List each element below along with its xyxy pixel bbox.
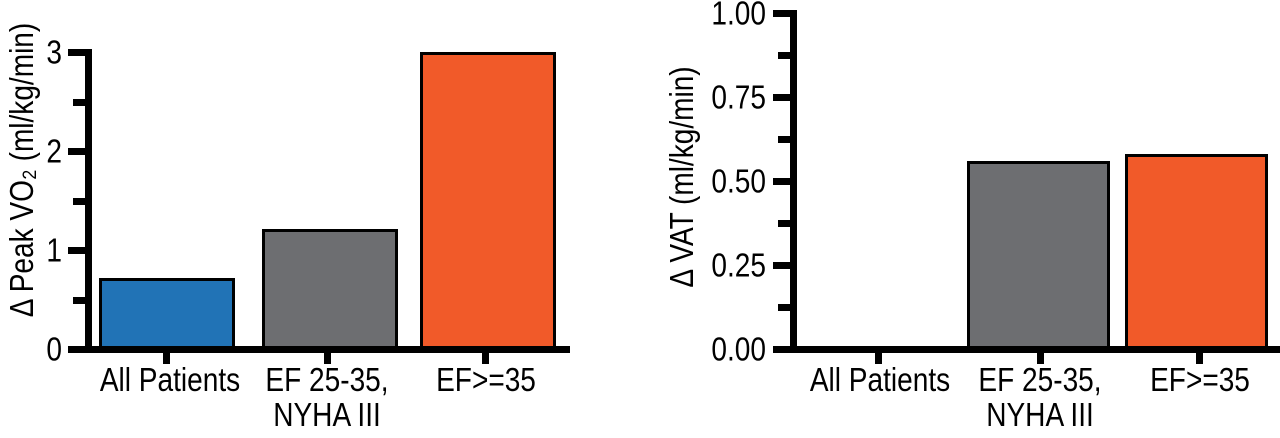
- x-tick-all-patients: [875, 352, 882, 364]
- x-category-label-all-patients: All Patients: [810, 362, 950, 397]
- x-category-label-all-patients: All Patients: [100, 362, 240, 397]
- y-minor-tick: [778, 52, 792, 59]
- y-axis-label-vat: Δ VAT (ml/kg/min): [664, 66, 701, 287]
- y-major-tick: [773, 346, 792, 353]
- y-tick-label: 3: [46, 33, 62, 71]
- y-major-tick: [773, 94, 792, 101]
- x-category-label-line: EF 25-35,: [978, 361, 1102, 398]
- x-category-label-ef-35: EF>=35: [1150, 362, 1250, 397]
- y-axis-line: [790, 10, 797, 353]
- x-tick-ef-25-35-nyha-iii: [324, 352, 331, 364]
- x-axis-line: [790, 346, 1280, 353]
- y-major-tick: [68, 247, 87, 254]
- x-tick-ef-25-35-nyha-iii: [1037, 352, 1044, 364]
- y-major-tick: [773, 178, 792, 185]
- y-axis-line: [85, 49, 92, 353]
- bar-ef-35: [1124, 154, 1268, 353]
- y-minor-tick: [778, 136, 792, 143]
- y-tick-label: 0.00: [711, 330, 766, 368]
- y-major-tick: [773, 10, 792, 17]
- y-major-tick: [773, 262, 792, 269]
- y-tick-label: 2: [46, 132, 62, 170]
- y-major-tick: [68, 346, 87, 353]
- y-minor-tick: [73, 197, 87, 205]
- y-tick-label: 0.25: [711, 246, 766, 284]
- x-category-label-ef-35: EF>=35: [436, 362, 536, 397]
- x-category-label-line: EF 25-35,: [265, 361, 389, 398]
- bar-ef-35: [420, 52, 556, 353]
- x-axis-line: [85, 346, 570, 353]
- bar-ef-25-35-nyha-iii: [262, 229, 398, 353]
- y-tick-label: 1.00: [711, 0, 766, 32]
- y-tick-label: 1: [46, 231, 62, 269]
- x-category-label-line: EF>=35: [436, 361, 536, 398]
- y-tick-label: 0.50: [711, 162, 766, 200]
- x-category-label-line: NYHA III: [986, 396, 1094, 433]
- y-tick-label: 0.75: [711, 78, 766, 116]
- y-minor-tick: [73, 296, 87, 304]
- y-axis-label-peak-vo2: Δ Peak VO₂ (ml/kg/min): [4, 23, 41, 317]
- y-minor-tick: [778, 220, 792, 227]
- y-major-tick: [68, 148, 87, 155]
- bar-ef-25-35-nyha-iii: [966, 160, 1110, 353]
- x-tick-ef-35: [482, 352, 489, 364]
- y-major-tick: [68, 49, 87, 56]
- x-category-label-line: EF>=35: [1150, 361, 1250, 398]
- y-minor-tick: [778, 304, 792, 311]
- x-tick-ef-35: [1196, 352, 1203, 364]
- y-minor-tick: [73, 98, 87, 106]
- x-category-label-line: All Patients: [99, 361, 241, 398]
- x-tick-all-patients: [163, 352, 170, 364]
- y-tick-label: 0: [46, 330, 62, 368]
- x-category-label-ef-25-35-nyha-iii: EF 25-35, NYHA III: [265, 362, 388, 432]
- x-category-label-ef-25-35-nyha-iii: EF 25-35, NYHA III: [978, 362, 1101, 432]
- x-category-label-line: NYHA III: [273, 396, 381, 433]
- x-category-label-line: All Patients: [809, 361, 951, 398]
